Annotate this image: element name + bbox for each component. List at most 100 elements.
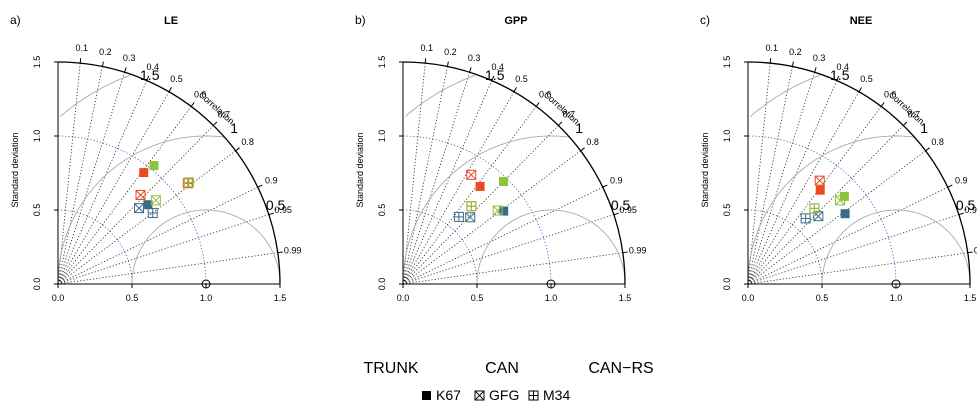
corr-tick: [836, 75, 840, 81]
legend-gfg-label: GFG: [489, 387, 519, 403]
panel-title: NEE: [850, 15, 873, 27]
point-trunk-k67: [499, 206, 509, 216]
corr-tick: [967, 251, 973, 254]
point-can-k67-mark: [139, 168, 149, 178]
x-tick-label: 0.0: [52, 293, 65, 303]
corr-tick: [602, 184, 608, 188]
corr-tick: [535, 102, 540, 107]
corr-tick-label: 0.1: [420, 43, 433, 53]
outer-arc: [747, 61, 971, 285]
corr-tick-label: 0.7: [563, 110, 576, 120]
point-can-rs-gfg-mark: [834, 195, 845, 206]
point-trunk-gfg-mark: [134, 203, 145, 214]
corr-tick: [814, 67, 817, 73]
legend: TRUNK CAN CAN−RS K67 GFG M34: [363, 360, 653, 403]
y-axis-label: Standard deviation: [700, 132, 710, 207]
taylor-panel-le: a) LE 0.0 0.0 0.5 0.5 1.0 1.0 1.5 1.5 Standard dev…: [10, 13, 301, 303]
sd-arc: [747, 135, 897, 285]
corr-ray: [402, 214, 615, 285]
corr-tick: [925, 147, 930, 152]
rms-arc: [60, 74, 131, 117]
corr-tick-label: 0.3: [123, 53, 136, 63]
point-can-rs-k67-mark: [498, 176, 508, 186]
point-can-k67: [815, 185, 825, 195]
point-can-gfg-cross-b: [814, 175, 825, 186]
corr-ray: [402, 186, 603, 285]
point-trunk-k67: [143, 200, 153, 210]
corr-tick: [947, 184, 953, 188]
corr-tick-label: 0.4: [837, 62, 850, 72]
x-tick-label: 1.0: [200, 293, 213, 303]
rms-label: 1: [575, 120, 583, 136]
point-can-rs-gfg-cross-b: [492, 205, 503, 216]
point-can-k67-mark: [475, 181, 485, 191]
corr-tick-label: 0.9: [955, 176, 968, 186]
corr-ray: [402, 106, 537, 285]
point-can-k67: [475, 181, 485, 191]
point-can-gfg-cross-b: [135, 190, 146, 200]
point-can-rs-gfg-mark: [150, 195, 161, 206]
point-can-rs-k67-mark: [149, 161, 159, 171]
point-can-rs-m34: [466, 201, 477, 212]
rms-label: 1: [230, 120, 238, 136]
corr-tick: [190, 102, 195, 107]
corr-tick-label: 0.99: [974, 246, 977, 256]
point-trunk-m34: [147, 207, 158, 218]
point-can-rs-gfg: [834, 195, 845, 206]
corr-tick: [880, 102, 885, 107]
filled-square-icon: [422, 391, 431, 400]
y-tick-label: 1.5: [377, 56, 387, 69]
sd-arc: [402, 209, 478, 285]
corr-tick: [791, 61, 794, 67]
y-tick-label: 0.5: [722, 204, 732, 217]
corr-tick-label: 0.9: [610, 176, 623, 186]
corr-tick: [622, 251, 628, 254]
point-can-rs-gfg: [150, 195, 161, 206]
rms-label: 1.5: [485, 67, 505, 83]
corr-ray: [57, 252, 278, 285]
rms-label: 0.5: [266, 197, 286, 213]
outer-arc: [402, 61, 626, 285]
corr-tick-label: 0.2: [789, 47, 802, 57]
corr-ray: [747, 106, 882, 285]
corr-tick: [124, 67, 127, 73]
corr-tick: [424, 58, 427, 64]
point-trunk-k67-mark: [499, 206, 509, 216]
corr-tick: [769, 58, 772, 64]
corr-tick: [903, 121, 908, 126]
corr-ray: [57, 72, 125, 285]
corr-tick: [79, 58, 82, 64]
point-trunk-m34: [800, 213, 811, 224]
legend-canrs-label: CAN−RS: [588, 360, 653, 377]
point-trunk-k67-mark: [840, 209, 850, 219]
corr-tick-label: 0.8: [586, 137, 599, 147]
corr-tick-label: 0.6: [539, 89, 552, 99]
point-trunk-m34: [453, 211, 464, 222]
rms-label: 1.5: [140, 67, 160, 83]
point-trunk-k67: [840, 209, 850, 219]
taylor-panels: a) LE 0.0 0.0 0.5 0.5 1.0 1.0 1.5 1.5 Standard dev…: [10, 13, 977, 303]
point-trunk-gfg: [134, 203, 145, 214]
point-can-k67-mark: [815, 185, 825, 195]
point-can-rs-k67: [149, 161, 159, 171]
point-can-rs-gfg-cross-b: [835, 195, 845, 206]
corr-tick-label: 0.5: [860, 74, 873, 84]
corr-tick: [277, 251, 283, 254]
corr-tick-label: 0.7: [218, 110, 231, 120]
panel-title: LE: [164, 15, 178, 27]
corr-tick: [858, 87, 862, 92]
sd-arc: [57, 209, 133, 285]
corr-tick-label: 0.3: [813, 53, 826, 63]
point-can-k67: [139, 168, 149, 178]
corr-tick: [491, 75, 495, 81]
point-can-gfg-mark: [135, 190, 146, 201]
point-trunk-gfg: [465, 212, 476, 223]
corr-tick-label: 0.95: [619, 205, 637, 215]
y-tick-label: 1.0: [377, 130, 387, 143]
corr-tick-label: 0.1: [75, 43, 88, 53]
rms-arc: [402, 135, 570, 284]
point-can-gfg: [135, 190, 146, 201]
corr-tick: [513, 87, 517, 92]
sd-arc: [57, 135, 207, 285]
rms-label: 1: [920, 120, 928, 136]
